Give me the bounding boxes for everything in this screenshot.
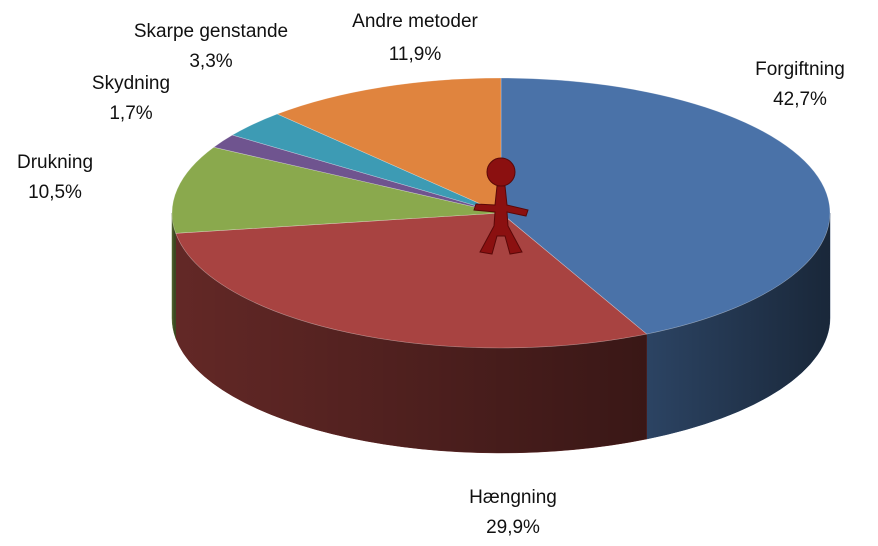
- value-label: 29,9%: [486, 517, 540, 538]
- value-label: 3,3%: [189, 51, 232, 72]
- person-icon: [473, 157, 529, 255]
- slice-side-shade: [172, 213, 176, 339]
- slice: [231, 113, 502, 214]
- value-label: 1,7%: [109, 103, 152, 124]
- slice: [500, 77, 831, 335]
- value-label: 11,9%: [389, 44, 442, 65]
- slice-side-shade: [175, 233, 647, 453]
- slice-label: Forgiftning: [755, 59, 845, 80]
- slice: [171, 146, 502, 234]
- slice: [175, 212, 648, 349]
- pie-tops: [171, 77, 831, 349]
- slice-label: Andre metoder: [352, 11, 478, 32]
- slice-label: Hængning: [469, 487, 557, 508]
- slice-label: Drukning: [17, 152, 93, 173]
- value-label: 10,5%: [28, 182, 82, 203]
- slice: [276, 77, 502, 214]
- slice-label: Skydning: [92, 73, 170, 94]
- pie-sides: [171, 212, 831, 454]
- slice-side-shade: [646, 213, 830, 440]
- slice-label: Skarpe genstande: [134, 21, 288, 42]
- slice: [212, 134, 502, 214]
- labels: Forgiftning 42,7% Hængning 29,9% Drukning 10,…: [17, 11, 845, 538]
- value-label: 42,7%: [773, 89, 827, 110]
